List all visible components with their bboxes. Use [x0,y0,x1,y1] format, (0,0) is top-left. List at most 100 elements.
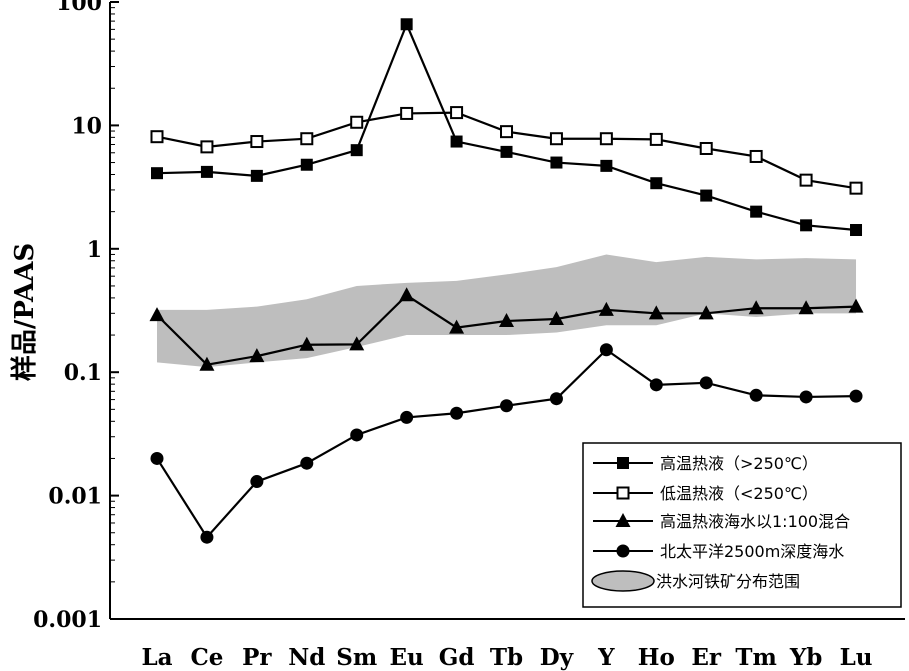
data-point [150,130,164,144]
series-4 [150,343,863,544]
legend: 高温热液（>250℃） 低温热液（<250℃） 高温热液海水以1:100混合北太平洋… [582,442,902,608]
data-point [149,307,165,322]
y-tick-label: 0.001 [33,607,102,633]
data-point [850,224,863,237]
x-tick-label: Tb [490,644,523,671]
data-point [549,392,563,406]
y-tick-label: 0.1 [64,360,102,386]
data-point [300,158,313,171]
x-tick-label: Ho [638,644,675,671]
data-point [799,390,813,404]
data-point [350,144,363,157]
data-point [200,140,214,154]
y-tick-label: 0.01 [48,484,102,510]
data-point [848,298,864,313]
legend-band-swatch [591,570,655,592]
y-tick-label: 100 [56,0,102,16]
x-tick-label: Sm [336,644,377,671]
data-point [199,356,215,371]
data-point [349,336,365,351]
legend-marker [616,544,630,558]
data-point [499,312,515,327]
data-point [749,388,763,402]
data-point [450,406,464,420]
data-point [599,132,613,146]
legend-item-1: 高温热液（>250℃） [593,454,818,473]
data-point [151,167,163,180]
y-axis-title: 样品/PAAS [9,243,40,381]
data-point [548,310,564,325]
y-tick-label: 10 [71,113,102,139]
series-1 [151,18,863,237]
legend-label: 洪水河铁矿分布范围 [656,572,800,591]
x-tick-label: Gd [439,644,475,671]
data-point [800,219,813,232]
data-point [250,475,264,489]
data-point [650,177,663,190]
data-point [649,378,663,392]
data-point [648,305,664,320]
y-tick-label: 1 [87,237,102,263]
legend-marker [616,486,630,500]
data-point [649,132,663,146]
axes-layer: 100 10 1 0.1 0.01 0.001 La Ce Pr Nd Sm Eu Gd Tb Dy Y Ho E… [9,0,905,671]
legend-marker [617,457,629,469]
series-3 [149,287,864,371]
data-point [300,132,314,146]
data-point [799,173,813,187]
data-point [500,399,514,413]
data-point [350,428,364,442]
data-point [400,106,414,120]
x-tick-label: Lu [840,644,873,671]
series-2 [150,106,863,195]
legend-label: 高温热液（>250℃） [660,454,818,473]
data-point [699,376,713,390]
legend-item-4: 北太平洋2500m深度海水 [593,542,844,561]
x-tick-label: Eu [390,644,424,671]
data-point [250,169,263,182]
data-point [599,343,613,357]
x-tick-label: Tm [735,644,776,671]
x-tick-label: Er [691,644,722,671]
legend-marker [615,513,631,527]
data-point [598,301,614,316]
data-point [849,389,863,403]
legend-label: 北太平洋2500m深度海水 [660,542,844,561]
data-point [250,135,264,149]
data-point [750,205,763,218]
x-tick-label: Nd [288,644,325,671]
x-tick-label: La [141,644,172,671]
legend-item-band: 洪水河铁矿分布范围 [591,570,800,592]
data-point [698,305,714,320]
x-tick-label: Y [597,644,615,671]
data-point [550,156,563,169]
data-point [400,18,413,31]
data-point [849,181,863,195]
band-layer [157,254,857,368]
data-point [200,530,214,544]
data-point [350,115,364,129]
data-point [449,319,465,334]
data-point [150,451,164,465]
legend-label: 低温热液（<250℃） [660,484,818,503]
data-point [399,287,415,302]
data-point [400,410,414,424]
x-tick-label: Pr [242,644,272,671]
data-point [549,132,563,146]
x-tick-label: Dy [540,644,574,671]
legend-item-2: 低温热液（<250℃） [593,484,818,503]
data-point [500,125,514,139]
data-point [700,189,713,202]
x-tick-label: Ce [190,644,223,671]
data-point [200,165,213,178]
data-point [600,159,613,172]
data-point [749,149,763,163]
legend-label: 高温热液海水以1:100混合 [660,512,850,531]
x-tick-label: Yb [789,644,823,671]
data-point [450,135,463,148]
series-layer [149,18,864,544]
data-point [300,456,314,470]
data-point [798,300,814,315]
data-point [500,145,513,158]
range-band [157,254,857,368]
